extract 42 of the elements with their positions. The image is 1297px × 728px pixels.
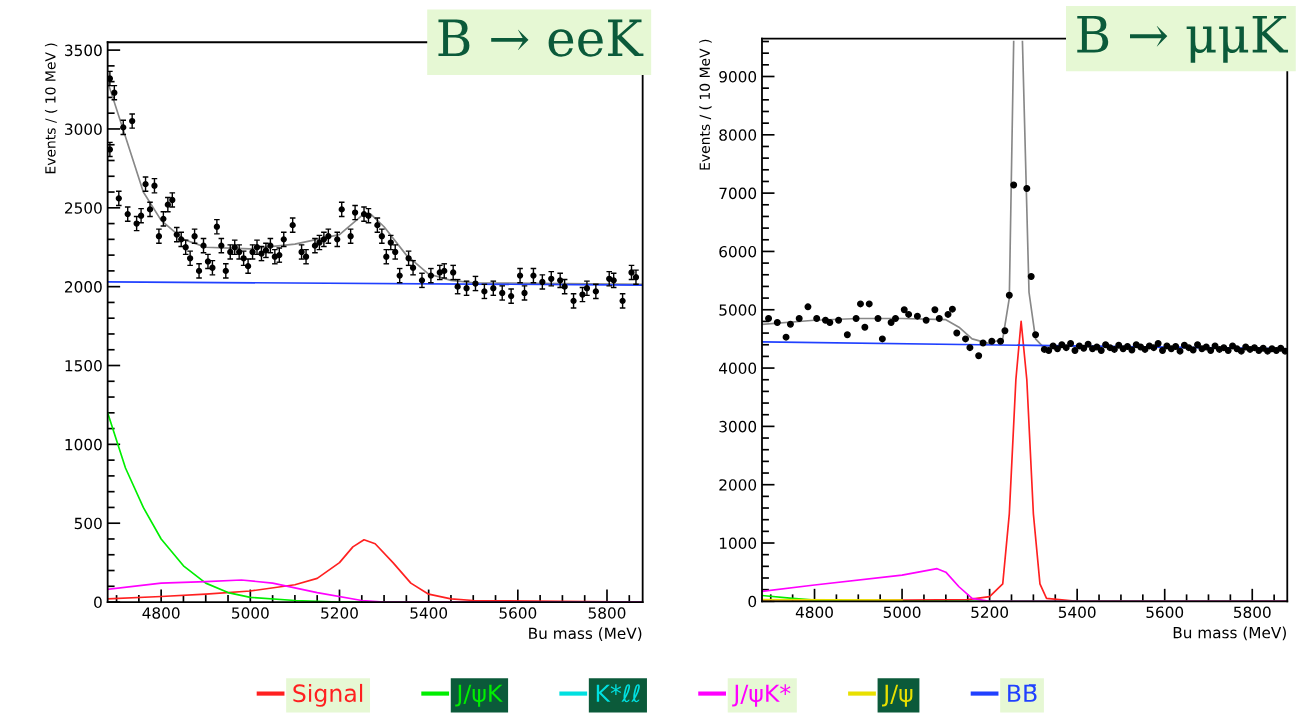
x-tick-label: 5600 <box>1146 606 1184 619</box>
y-tick-label: 3000 <box>719 420 757 433</box>
y-tick-label: 0 <box>94 596 102 609</box>
y-tick-label: 2000 <box>65 281 102 293</box>
y-tick-label: 3500 <box>65 44 102 57</box>
legend-label: J/ψK <box>455 684 503 707</box>
x-tick-label: 5000 <box>883 606 921 619</box>
y-tick-label: 5000 <box>719 304 757 316</box>
x-tick-label: 4800 <box>795 606 833 619</box>
x-tick-label: 5600 <box>499 607 537 619</box>
y-tick-label: 8000 <box>719 129 757 141</box>
y-tick-label: 6000 <box>719 245 757 258</box>
y-tick-label: 500 <box>74 517 102 530</box>
y-tick-label: 7000 <box>719 187 757 200</box>
y-axis-title: Events / ( 10 MeV ) <box>44 43 58 174</box>
y-axis-title: Events / ( 10 MeV ) <box>699 39 712 170</box>
legend-label: J/ψK* <box>732 684 791 707</box>
x-tick-label: 5400 <box>410 607 448 619</box>
x-tick-label: 4800 <box>142 607 180 619</box>
y-tick-label: 9000 <box>719 70 757 83</box>
y-tick-label: 2500 <box>65 202 102 214</box>
legend-label: J/ψ <box>882 684 913 707</box>
legend-label: K*ℓℓ <box>596 684 640 703</box>
y-tick-label: 0 <box>748 595 757 608</box>
chart-title: B → eeK <box>438 19 644 57</box>
y-tick-label: 1500 <box>65 359 102 372</box>
x-tick-label: 5400 <box>1058 606 1096 619</box>
x-tick-label: 5000 <box>232 607 269 619</box>
chart-title: B → μμK <box>1077 15 1289 63</box>
x-axis-title: Bu mass (MeV) <box>529 627 642 641</box>
y-tick-label: 1000 <box>65 438 102 451</box>
legend-label: BB̄ <box>1008 684 1037 702</box>
x-tick-label: 5800 <box>588 607 626 619</box>
x-tick-label: 5800 <box>1233 606 1271 619</box>
x-tick-label: 5200 <box>971 606 1009 619</box>
y-tick-label: 2000 <box>719 479 757 491</box>
x-tick-label: 5200 <box>321 607 358 619</box>
x-axis-title: Bu mass (MeV) <box>1173 626 1286 641</box>
y-tick-label: 3000 <box>65 123 102 135</box>
y-tick-label: 1000 <box>719 537 757 550</box>
y-tick-label: 4000 <box>718 362 757 375</box>
legend-label: Signal <box>293 683 363 707</box>
